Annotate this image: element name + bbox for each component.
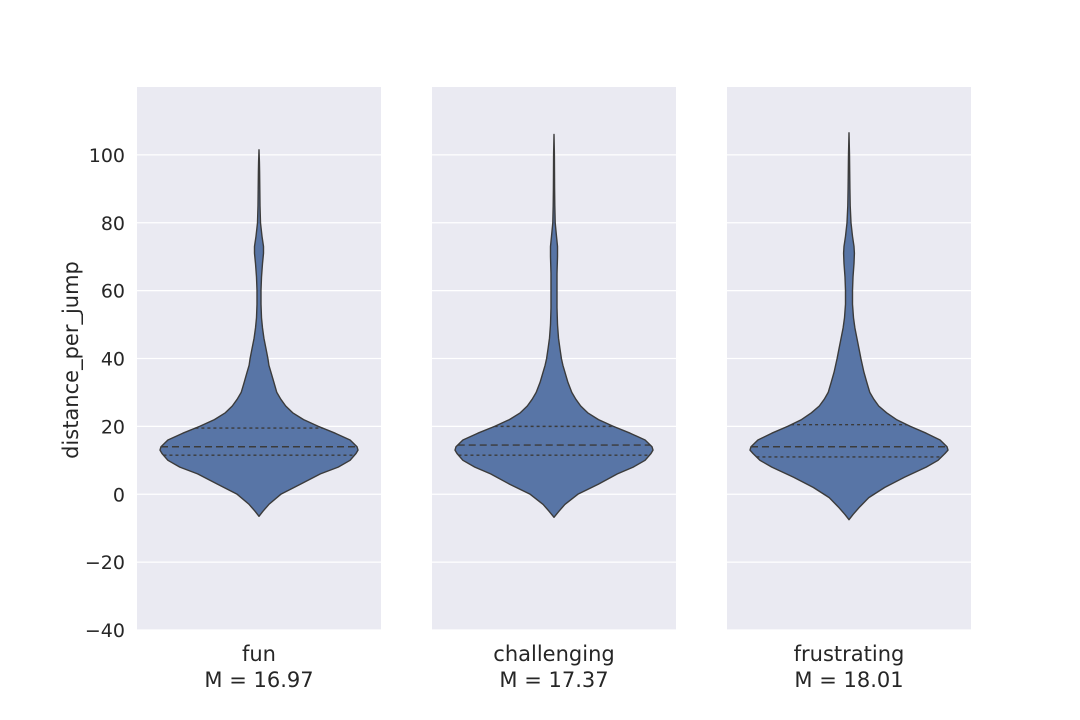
violin-fun bbox=[159, 149, 359, 517]
violin-frustrating bbox=[749, 132, 949, 521]
violin-challenging bbox=[454, 133, 654, 518]
y-tick-label: −40 bbox=[85, 620, 125, 642]
y-axis-label: distance_per_jump bbox=[59, 261, 84, 459]
category-label: challenging bbox=[493, 642, 614, 666]
y-tick-label: 40 bbox=[101, 349, 125, 371]
mean-label: M = 18.01 bbox=[794, 668, 903, 692]
mean-label: M = 17.37 bbox=[499, 668, 608, 692]
y-tick-label: 20 bbox=[101, 416, 125, 438]
category-label: frustrating bbox=[794, 642, 905, 666]
mean-label: M = 16.97 bbox=[204, 668, 313, 692]
y-tick-label: 100 bbox=[89, 145, 125, 167]
y-tick-label: 60 bbox=[101, 281, 125, 303]
y-tick-label: −20 bbox=[85, 552, 125, 574]
y-tick-label: 0 bbox=[113, 484, 125, 506]
y-tick-label: 80 bbox=[101, 213, 125, 235]
y-ticks: −40 −20 0 20 40 60 80 100 bbox=[85, 145, 125, 642]
category-label: fun bbox=[242, 642, 276, 666]
